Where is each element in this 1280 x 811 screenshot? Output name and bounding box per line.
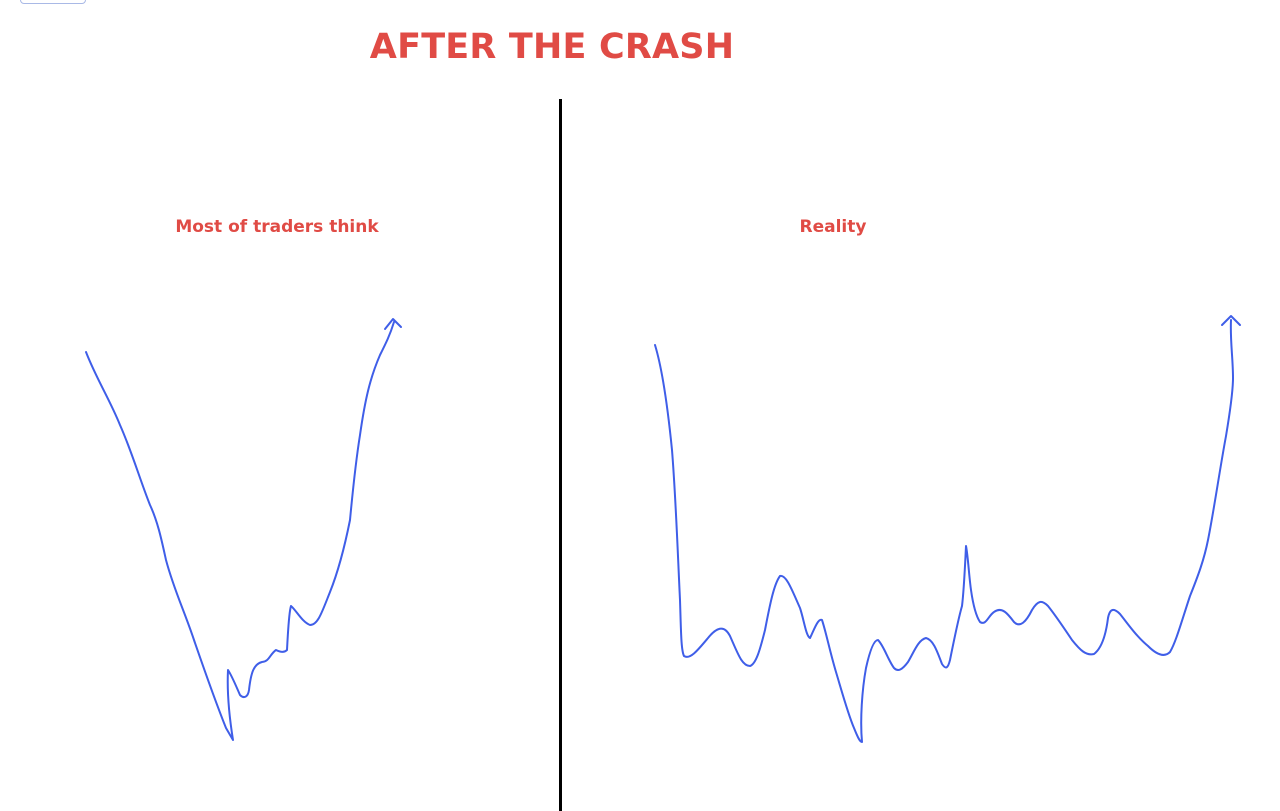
expected-arrowhead-icon	[384, 318, 402, 330]
expected-recovery-curve	[85, 321, 395, 741]
reality-arrowhead-icon	[1221, 315, 1241, 326]
panel-divider	[559, 99, 562, 811]
right-panel-label: Reality	[799, 217, 867, 237]
page-title: AFTER THE CRASH	[369, 27, 735, 67]
reality-curve	[654, 319, 1234, 743]
left-panel-label: Most of traders think	[175, 217, 379, 237]
